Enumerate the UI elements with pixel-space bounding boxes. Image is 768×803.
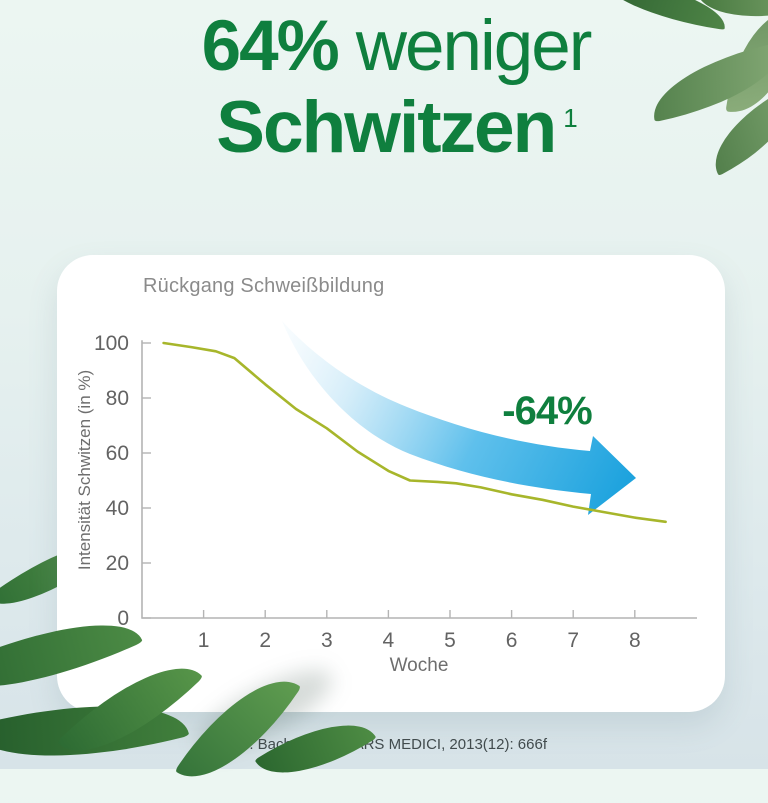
trend-arrow-icon: [282, 321, 636, 515]
sweat-intensity-line: [162, 341, 667, 524]
headline-footnote-marker: 1: [563, 102, 578, 133]
headline-line1: 64% weniger: [12, 10, 768, 84]
x-tick-label: 8: [629, 629, 641, 652]
chart-card: Rückgang Schweißbildung Intensität Schwi…: [57, 255, 725, 712]
headline-rest: weniger: [355, 7, 593, 86]
x-tick-label: 7: [567, 629, 579, 652]
x-tick-label: 3: [321, 629, 333, 652]
y-tick-label: 40: [106, 497, 129, 520]
y-tick-label: 100: [94, 332, 129, 355]
chart-title: Rückgang Schweißbildung: [143, 275, 385, 297]
x-tick-label: 1: [198, 629, 210, 652]
x-tick-label: 2: [259, 629, 271, 652]
x-tick-label: 5: [444, 629, 456, 652]
y-tick-label: 0: [117, 607, 129, 630]
annotation-64-percent: -64%: [502, 389, 592, 433]
line-chart: 0 20 40 60 80 100 1 2 3 4 5 6 7 8: [94, 321, 697, 652]
y-tick-label: 20: [106, 552, 129, 575]
x-axis-label: Woche: [389, 655, 449, 676]
x-tick-label: 4: [383, 629, 395, 652]
x-tick-label: 6: [506, 629, 518, 652]
y-tick-label: 60: [106, 442, 129, 465]
headline-percent: 64%: [201, 7, 340, 86]
y-tick-label: 80: [106, 387, 129, 410]
headline: 64% weniger Schwitzen 1: [12, 10, 768, 166]
headline-line2: Schwitzen 1: [12, 86, 768, 168]
headline-word: Schwitzen: [216, 86, 557, 168]
